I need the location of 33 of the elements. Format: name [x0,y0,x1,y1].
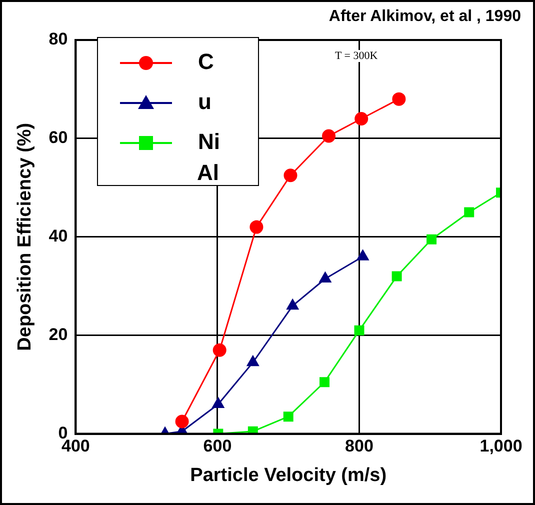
point [322,129,336,143]
y-tick-label: 40 [48,226,68,246]
x-tick-label: 1,000 [480,436,522,456]
legend-label: Ni [198,129,220,155]
point [283,412,294,422]
point [392,92,406,106]
point [464,207,474,218]
y-tick-label: 60 [48,128,68,148]
point [286,299,299,310]
legend-label: u [198,89,212,115]
point [354,325,364,336]
point [212,398,224,408]
point [319,272,332,282]
point [246,356,259,366]
point [320,377,330,388]
point [426,234,437,244]
y-tick-label: 80 [48,30,68,49]
x-axis-title: Particle Velocity (m/s) [190,464,387,486]
x-tick-label: 600 [203,436,232,456]
point [284,168,298,182]
point [392,271,402,282]
x-tick-label: 800 [345,436,374,456]
point [354,112,368,126]
point [356,250,369,260]
point [212,343,226,357]
legend-label: C [198,49,214,75]
y-tick-label: 20 [48,325,68,344]
y-axis-title: Deposition Efficiency (%) [14,122,36,351]
annotation: Al [197,160,219,186]
point [175,414,189,428]
annotation: T = 300K [332,50,381,62]
text: After Alkimov, et al , 1990 [328,8,521,26]
point [250,220,264,234]
